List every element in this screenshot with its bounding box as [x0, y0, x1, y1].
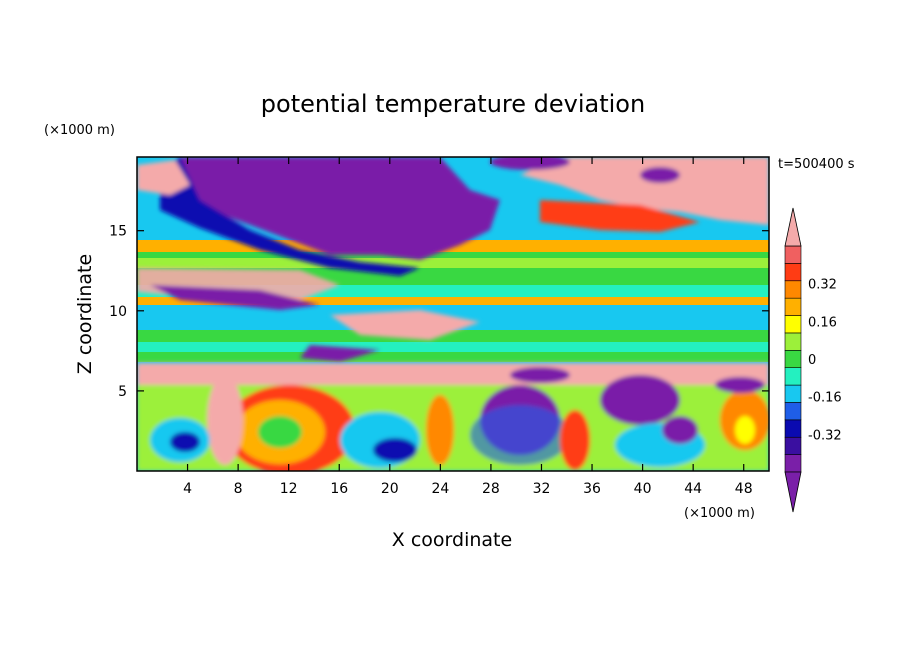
upper-red-right — [540, 200, 700, 232]
midlevel-purple-left — [150, 285, 320, 310]
colorbar-swatch-9 — [784, 297, 802, 316]
colorbar-swatch-12 — [784, 245, 802, 264]
colorbar-swatch-5 — [784, 367, 802, 386]
upper-pink-right — [520, 157, 769, 225]
x-tick-label-16: 16 — [330, 481, 348, 497]
lower-green-core-left — [258, 416, 302, 448]
lower-orange-plume — [426, 395, 454, 465]
x-tick-label-44: 44 — [684, 481, 702, 497]
y-axis-unit: (×1000 m) — [44, 123, 115, 138]
upper-purple-region — [180, 157, 500, 260]
y-axis-label: Z coordinate — [74, 254, 96, 374]
colorbar-label-0: 0.32 — [808, 278, 837, 293]
midlevel-pink-center — [330, 310, 480, 340]
x-axis-label: X coordinate — [392, 529, 512, 551]
colorbar-under-triangle — [784, 471, 802, 513]
lower-pink-column — [207, 375, 243, 465]
x-axis-unit: (×1000 m) — [684, 506, 755, 521]
x-tick-label-28: 28 — [482, 481, 500, 497]
lower-red-plume-right — [560, 410, 590, 470]
colorbar-swatch-6 — [784, 350, 802, 368]
x-tick-label-8: 8 — [234, 481, 243, 497]
x-tick-label-24: 24 — [431, 481, 449, 497]
x-tick-label-48: 48 — [735, 481, 753, 497]
colorbar-label-2: 0 — [808, 353, 816, 368]
x-tick-label-32: 32 — [533, 481, 551, 497]
upper-purple-right — [640, 167, 680, 183]
colorbar: 0.32 0.16 0 -0.16 -0.32 — [784, 207, 842, 513]
y-tick-label-15: 15 — [109, 224, 127, 240]
plot-area — [137, 157, 769, 471]
lower-midlevel-purple — [300, 345, 380, 362]
lower-blue-rim-mid — [470, 405, 570, 465]
upper-layer-structures — [137, 157, 769, 362]
lower-purple-eddy-right — [600, 375, 680, 425]
colorbar-swatch-3 — [784, 402, 802, 421]
x-tick-label-36: 36 — [583, 481, 601, 497]
y-tick-label-5: 5 — [118, 384, 127, 400]
band-upper-yellow — [137, 258, 769, 268]
chart-title: potential temperature deviation — [261, 90, 645, 118]
time-label: t=500400 s — [778, 157, 855, 172]
upper-pink-left — [137, 160, 190, 195]
x-tick-label-40: 40 — [634, 481, 652, 497]
x-axis-ticks: 4 8 12 16 20 24 28 32 36 40 44 48 — [183, 157, 753, 497]
colorbar-over-triangle — [784, 207, 802, 247]
colorbar-swatch-7 — [784, 332, 802, 351]
colorbar-swatch-8 — [784, 315, 802, 334]
colorbar-label-1: 0.16 — [808, 315, 837, 330]
colorbar-label-4: -0.32 — [808, 428, 842, 443]
x-tick-label-4: 4 — [183, 481, 192, 497]
colorbar-swatch-1 — [784, 436, 802, 455]
upper-blue-rim — [160, 157, 420, 276]
colorbar-swatch-0 — [784, 454, 802, 473]
y-axis-ticks: 5 10 15 — [109, 224, 769, 400]
lower-purple-core-right — [662, 416, 698, 444]
colorbar-swatch-10 — [784, 280, 802, 299]
upper-purple-blob — [490, 157, 570, 170]
band-mid-orange — [137, 297, 769, 305]
lower-yellow-core-far-right — [735, 416, 755, 444]
y-tick-label-10: 10 — [109, 304, 127, 320]
x-tick-label-12: 12 — [280, 481, 298, 497]
colorbar-label-3: -0.16 — [808, 391, 842, 406]
lower-pink-band — [137, 363, 769, 385]
colorbar-swatch-2 — [784, 419, 802, 438]
lower-purple-blob-right — [715, 377, 765, 393]
lower-navy-core-far-left — [170, 432, 200, 452]
colorbar-swatch-4 — [784, 384, 802, 403]
band-lower-light-green — [137, 342, 769, 352]
lower-purple-blob-center — [510, 367, 570, 383]
x-tick-label-20: 20 — [381, 481, 399, 497]
plot-frame — [136, 156, 770, 472]
lower-layer-structures — [137, 363, 769, 471]
lower-navy-eddy-center — [373, 438, 417, 462]
colorbar-swatch-11 — [784, 263, 802, 282]
